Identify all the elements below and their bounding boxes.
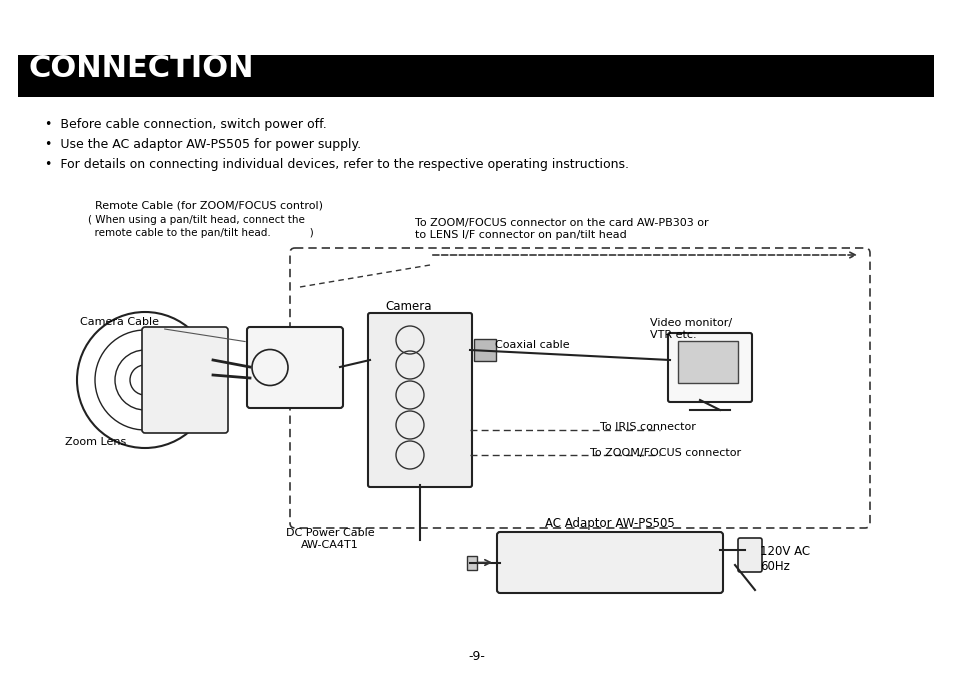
Text: Zoom Lens: Zoom Lens [65,437,126,447]
Text: Remote Cable (for ZOOM/FOCUS control): Remote Cable (for ZOOM/FOCUS control) [95,200,323,210]
FancyBboxPatch shape [667,333,751,402]
Text: -9-: -9- [468,650,485,663]
FancyBboxPatch shape [142,327,228,433]
Text: remote cable to the pan/tilt head.            ): remote cable to the pan/tilt head. ) [88,228,314,238]
Text: To ZOOM/FOCUS connector: To ZOOM/FOCUS connector [589,448,740,458]
Text: •  Use the AC adaptor AW-PS505 for power supply.: • Use the AC adaptor AW-PS505 for power … [45,138,361,151]
Text: Coaxial cable: Coaxial cable [495,340,569,350]
Text: Camera: Camera [385,300,431,313]
FancyBboxPatch shape [738,538,761,572]
FancyBboxPatch shape [247,327,343,408]
FancyBboxPatch shape [497,532,722,593]
Text: ( When using a pan/tilt head, connect the: ( When using a pan/tilt head, connect th… [88,215,305,225]
FancyBboxPatch shape [368,313,472,487]
Text: 120V AC
60Hz: 120V AC 60Hz [760,545,809,573]
Text: AC Adaptor AW-PS505: AC Adaptor AW-PS505 [544,517,674,530]
Text: To ZOOM/FOCUS connector on the card AW-PB303 or
to LENS I/F connector on pan/til: To ZOOM/FOCUS connector on the card AW-P… [415,218,708,240]
Text: DC Power Cable
AW-CA4T1: DC Power Cable AW-CA4T1 [285,528,374,549]
FancyBboxPatch shape [18,55,933,97]
Text: CONNECTION: CONNECTION [28,54,253,83]
Text: To IRIS connector: To IRIS connector [599,422,695,432]
Text: Video monitor/
VTR etc.: Video monitor/ VTR etc. [649,318,731,340]
FancyBboxPatch shape [678,341,738,383]
FancyBboxPatch shape [474,339,496,361]
Text: •  Before cable connection, switch power off.: • Before cable connection, switch power … [45,118,327,131]
FancyBboxPatch shape [467,556,476,570]
Text: Camera Cable: Camera Cable [80,317,245,342]
Text: •  For details on connecting individual devices, refer to the respective operati: • For details on connecting individual d… [45,158,628,171]
